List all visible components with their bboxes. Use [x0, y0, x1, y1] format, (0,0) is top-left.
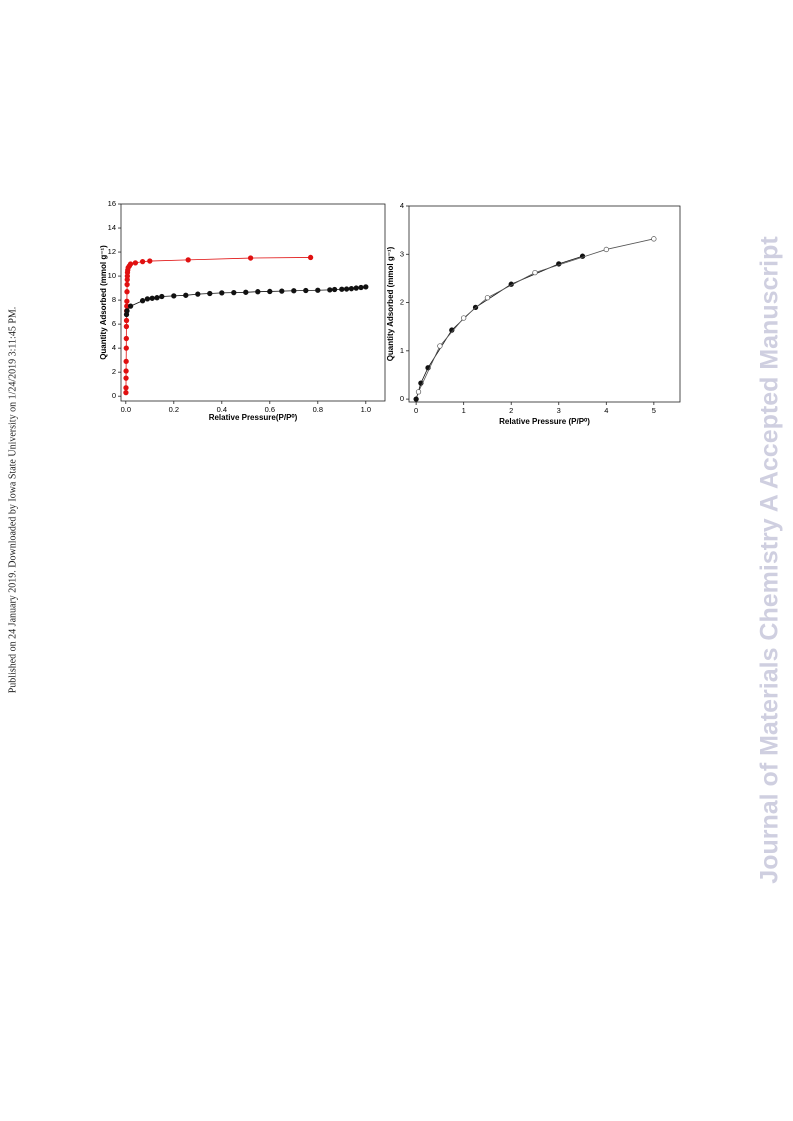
- data-point: [363, 284, 369, 290]
- data-point: [484, 295, 491, 301]
- data-point: [123, 368, 129, 374]
- data-point: [415, 389, 422, 395]
- y-tick-label: 14: [108, 223, 116, 232]
- data-point: [348, 286, 355, 292]
- y-axis-label: Quantity Adsorbed (mmol g⁻¹): [386, 246, 395, 361]
- y-tick-label: 6: [112, 319, 116, 328]
- x-tick-label: 0.0: [121, 405, 131, 414]
- y-tick-label: 1: [400, 346, 404, 355]
- data-point: [461, 315, 467, 321]
- x-tick-label: 5: [652, 406, 656, 415]
- data-point: [255, 289, 261, 295]
- data-point: [353, 285, 359, 291]
- y-tick-label: 8: [112, 295, 116, 304]
- data-point: [243, 289, 249, 295]
- data-point: [123, 375, 129, 381]
- data-point: [139, 298, 146, 304]
- data-point: [132, 260, 139, 266]
- data-point: [124, 289, 130, 295]
- data-point: [123, 385, 129, 391]
- y-axis-label: Quantity Adsorbed (mmol g⁻¹): [99, 245, 108, 360]
- data-point: [124, 298, 130, 304]
- x-axis-label: Relative Pressure (P/P⁰): [499, 417, 590, 426]
- y-tick-label: 16: [108, 199, 116, 208]
- y-tick-label: 0: [112, 391, 116, 400]
- data-point: [291, 288, 297, 294]
- data-point: [195, 291, 201, 297]
- data-point: [307, 254, 314, 261]
- y-tick-label: 2: [112, 367, 116, 376]
- data-point: [139, 259, 146, 265]
- data-point: [331, 286, 338, 293]
- data-point: [437, 343, 443, 349]
- data-point: [219, 290, 225, 296]
- data-point: [183, 292, 189, 298]
- x-tick-label: 0.6: [265, 405, 275, 414]
- data-point: [159, 293, 165, 300]
- data-point: [267, 288, 273, 295]
- data-point: [303, 287, 309, 294]
- data-point: [124, 281, 130, 288]
- data-point: [123, 358, 129, 365]
- data-point: [124, 308, 130, 314]
- data-point: [123, 345, 129, 351]
- data-point: [149, 295, 155, 301]
- x-tick-label: 4: [604, 406, 608, 415]
- data-point: [171, 293, 177, 299]
- data-point: [123, 335, 129, 342]
- data-point: [127, 303, 134, 309]
- y-tick-label: 10: [108, 271, 116, 280]
- data-point: [123, 323, 130, 330]
- data-point: [315, 287, 321, 293]
- data-point: [144, 296, 151, 302]
- y-tick-label: 12: [108, 247, 116, 256]
- plot-area: [408, 205, 681, 403]
- data-point: [532, 269, 538, 276]
- data-point: [603, 246, 609, 253]
- y-tick-label: 3: [400, 249, 404, 258]
- x-axis-label: Relative Pressure(P/P⁰): [209, 413, 298, 422]
- data-point: [358, 284, 364, 291]
- x-tick-label: 2: [509, 406, 513, 415]
- data-point: [343, 286, 350, 292]
- y-tick-label: 4: [400, 201, 404, 210]
- x-tick-label: 3: [557, 406, 561, 415]
- data-point: [247, 255, 254, 261]
- data-point: [279, 288, 285, 294]
- data-point: [127, 261, 134, 267]
- data-point: [339, 286, 345, 292]
- data-point: [231, 290, 237, 296]
- x-tick-label: 1.0: [361, 405, 371, 414]
- data-point: [154, 295, 160, 301]
- x-tick-label: 1: [462, 406, 466, 415]
- x-tick-label: 0.2: [169, 405, 179, 414]
- plot-area: [120, 203, 386, 402]
- data-point: [327, 287, 333, 293]
- y-tick-label: 0: [400, 394, 404, 403]
- x-tick-label: 0.8: [313, 405, 323, 414]
- data-point: [207, 290, 213, 297]
- data-point: [413, 396, 419, 402]
- y-tick-label: 2: [400, 298, 404, 307]
- data-point: [651, 236, 657, 242]
- data-point: [185, 257, 191, 263]
- data-point: [123, 317, 130, 324]
- y-tick-label: 4: [112, 343, 116, 352]
- data-point: [123, 389, 129, 396]
- data-point: [147, 258, 153, 264]
- x-tick-label: 0: [414, 406, 418, 415]
- x-tick-label: 0.4: [217, 405, 227, 414]
